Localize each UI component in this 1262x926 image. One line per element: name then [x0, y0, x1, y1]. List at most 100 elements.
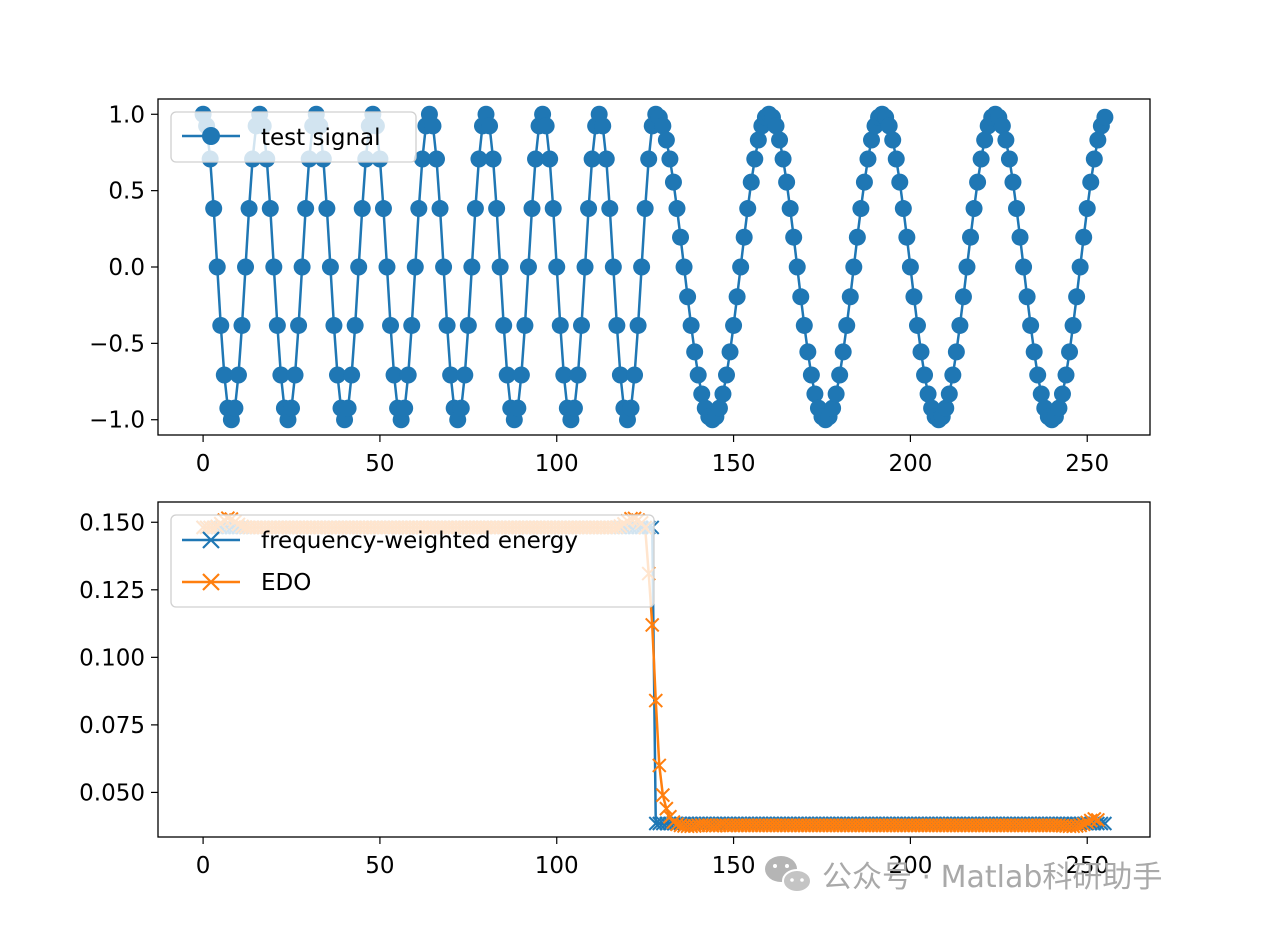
test-signal-point [785, 228, 803, 246]
test-signal-point [954, 288, 972, 306]
top-axes: 0 50 100 150 200 250 −1.0 −0.5 0.0 0.5 1.0 test s… [89, 98, 1151, 477]
y-tick-label: −1.0 [89, 408, 145, 434]
edo-point [782, 818, 798, 833]
legend-marker-edo [202, 573, 220, 591]
test-signal-point [611, 366, 629, 384]
edo-point [998, 818, 1014, 833]
edo-point [655, 787, 671, 803]
edo-point [839, 818, 854, 833]
test-signal-point [343, 366, 361, 384]
test-signal-point [346, 316, 364, 334]
test-signal-point [1089, 131, 1107, 149]
edo-point [1080, 815, 1095, 830]
test-signal-point [261, 200, 279, 218]
test-signal-point [428, 150, 445, 168]
test-signal-point [551, 316, 569, 334]
test-signal-point [435, 258, 453, 276]
test-signal-point [466, 200, 484, 218]
y-tick-label: 1.0 [108, 102, 145, 128]
test-signal-point [686, 343, 704, 361]
edo-point [1087, 811, 1102, 827]
edo-point [775, 818, 791, 833]
test-signal-point [328, 366, 346, 384]
test-signal-point [831, 366, 849, 384]
edo-point [1026, 818, 1042, 833]
edo-point [1009, 818, 1024, 833]
test-signal-point [732, 258, 750, 276]
test-signal-point [573, 316, 590, 334]
test-signal-point [919, 385, 937, 403]
test-signal-point [544, 200, 562, 218]
edo-point [768, 818, 784, 833]
test-signal-point [1053, 385, 1071, 403]
edo-point [645, 617, 660, 633]
test-signal-point [1025, 343, 1043, 361]
test-signal-point [237, 258, 255, 276]
edo-point [920, 818, 936, 833]
test-signal-point [728, 288, 746, 306]
test-signal-point [962, 228, 980, 246]
test-signal-point [212, 316, 230, 334]
test-signal-point [481, 117, 499, 135]
test-signal-point [463, 258, 481, 276]
test-signal-point [424, 117, 442, 135]
test-signal-point [297, 200, 315, 218]
test-signal-point [339, 399, 357, 417]
test-signal-point [714, 385, 732, 403]
legend-label-test-signal: test signal [261, 125, 381, 151]
test-signal-point [771, 131, 789, 149]
test-signal-point [675, 258, 693, 276]
test-signal-point [654, 117, 672, 135]
test-signal-point [841, 288, 859, 306]
edo-point [758, 818, 773, 833]
test-signal-point [597, 150, 615, 168]
test-signal-point [1061, 343, 1079, 361]
test-signal-point [233, 316, 251, 334]
test-signal-point [601, 200, 619, 218]
test-signal-point [908, 316, 926, 334]
edo-point [772, 818, 787, 833]
edo-point [779, 818, 794, 833]
edo-point [1076, 817, 1091, 832]
test-signal-point [527, 150, 545, 168]
test-signal-point [622, 399, 640, 417]
test-signal-point [884, 131, 902, 149]
test-signal-point [767, 117, 785, 135]
top-legend-box [170, 111, 417, 163]
edo-point [754, 818, 770, 833]
test-signal-point [693, 385, 711, 403]
test-signal-point [891, 173, 909, 191]
legend-marker-fwe [202, 531, 220, 549]
test-signal-point [594, 117, 612, 135]
test-signal-point [689, 366, 707, 384]
test-signal-point [1071, 258, 1089, 276]
legend-marker-test-signal [202, 127, 220, 145]
test-signal-point [721, 343, 739, 361]
edo-point [828, 818, 844, 833]
test-signal-point [569, 366, 587, 384]
edo-point [906, 818, 922, 833]
test-signal-point [541, 150, 559, 168]
edo-point [913, 818, 929, 833]
watermark-text: 公众号 · Matlab科研助手 [822, 860, 1162, 895]
y-tick-label: 0.075 [79, 713, 145, 739]
edo-point [786, 818, 801, 833]
test-signal-point [1057, 366, 1075, 384]
test-signal-point [205, 200, 223, 218]
test-signal-point [951, 316, 969, 334]
x-tick-label: 150 [712, 853, 756, 879]
test-signal-point [208, 258, 226, 276]
y-tick-label: 0.150 [79, 510, 145, 536]
test-signal-point [795, 316, 813, 334]
x-tick-label: 100 [535, 853, 579, 879]
test-signal-point [972, 150, 990, 168]
test-signal-point [916, 366, 934, 384]
test-signal-point [470, 150, 488, 168]
y-tick-label: 0.0 [108, 255, 145, 281]
x-tick-label: 100 [535, 451, 579, 477]
edo-point [1034, 818, 1049, 833]
test-signal-point [976, 131, 994, 149]
edo-point [736, 818, 752, 833]
edo-point [652, 758, 667, 773]
